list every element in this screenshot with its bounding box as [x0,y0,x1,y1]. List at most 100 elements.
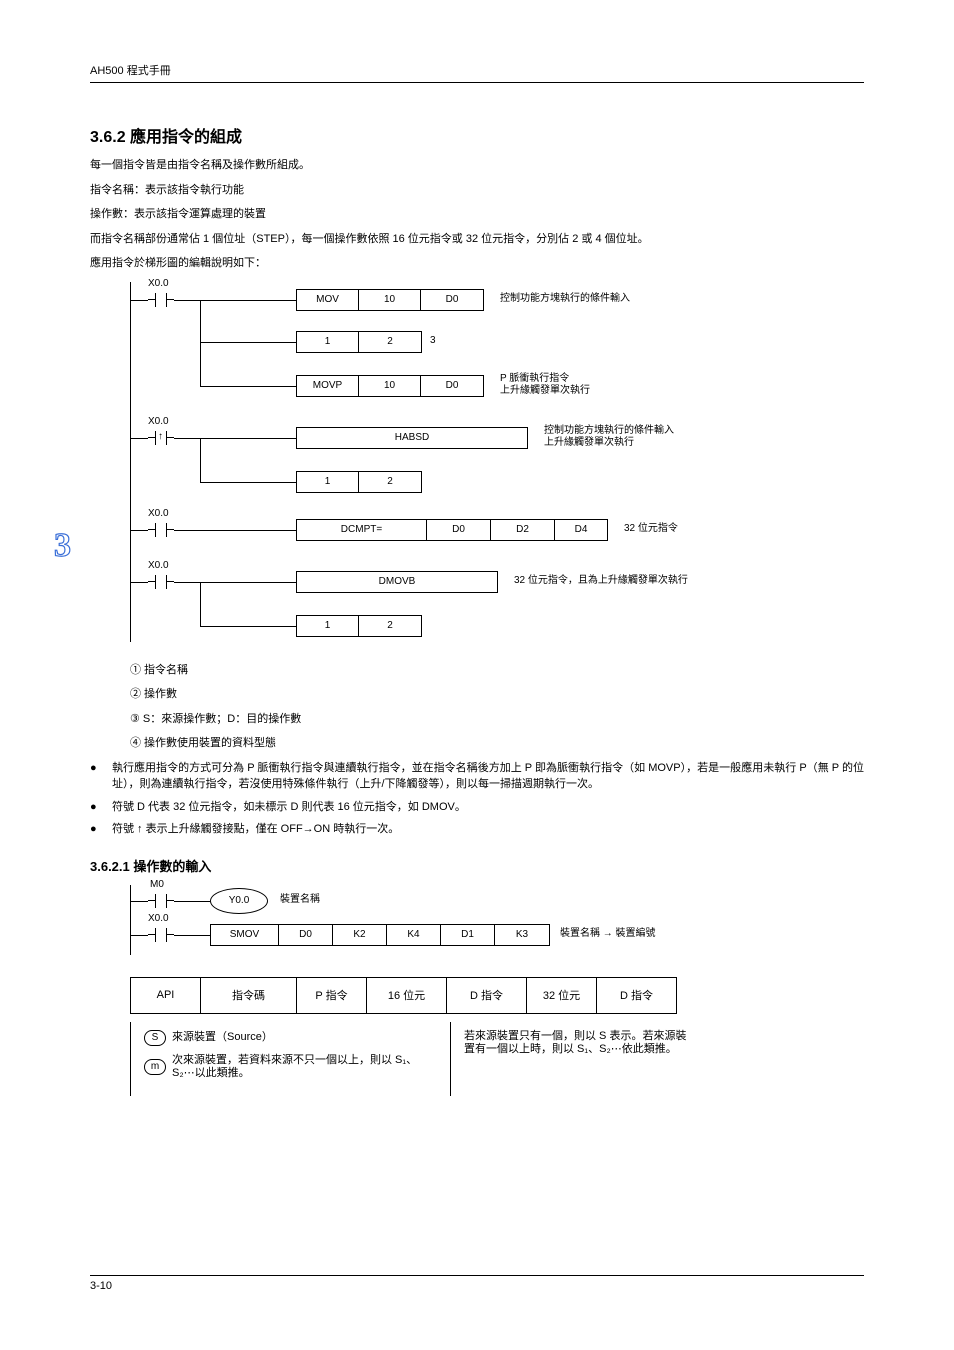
bullet: ● [90,821,112,838]
cell: P 指令 [297,977,367,1013]
chapter-badge-icon: 3 [48,524,78,564]
ladder-intro: 應用指令於梯形圖的編輯說明如下： [90,255,864,272]
cell: D 指令 [447,977,527,1013]
header-row: AH500 程式手冊 [90,62,864,82]
contact-label-3: X0.0 [148,509,169,519]
contact-m0 [148,893,174,909]
cell: D0 [421,290,483,310]
ladder-diagram-1: X0.0 MOV 10 D0 控制功能方塊執行的條件輸入 1 2 3 MOVP … [130,282,864,652]
legend-4: ④ 操作數使用裝置的資料型態 [130,735,864,752]
note-1: ● 執行應用指令的方式可分為 P 脈衝執行指令與連續執行指令，並在指令名稱後方加… [90,760,864,793]
intro-para: 每一個指令皆是由指令名稱及操作數所組成。 [90,157,864,174]
cell: 32 位元 [527,977,597,1013]
sub-line: S 來源裝置（Source） [144,1030,436,1046]
r1b1-label: 控制功能方塊執行的條件輸入 [500,294,630,304]
cell: D0 [421,376,483,396]
bullet: ● [90,799,112,816]
r3b1-label: 32 位元指令 [624,524,678,534]
pill-m: m [144,1059,166,1075]
box-smov: SMOV D0 K2 K4 D1 K3 [210,924,550,946]
box-r2-1: HABSD [296,427,528,449]
note-text: 符號 ↑ 表示上升緣觸發接點，僅在 OFF→ON 時執行一次。 [112,821,864,838]
sub-text-2: 若來源裝置只有一個，則以 S 表示。若來源裝置有一個以上時，則以 S₁、S₂⋯依… [464,1030,696,1056]
header-rule [90,82,864,83]
header-left: AH500 程式手冊 [90,62,171,78]
section-title-1: 3.6.2 應用指令的組成 [90,123,864,147]
contact-x00-1 [148,292,174,308]
r1b3-label: P 脈衝執行指令 [500,374,569,384]
cell: 16 位元 [367,977,447,1013]
box-r1-3: MOVP 10 D0 [296,375,484,397]
cell: DMOVB [297,572,497,592]
cell: 1 [297,332,359,352]
pill-s: S [144,1030,166,1046]
operand-table: API 指令碼 P 指令 16 位元 D 指令 32 位元 D 指令 [130,977,677,1014]
contact-x00-2: ↑ [148,430,174,446]
cell: DCMPT= [297,520,427,540]
cell: 2 [359,472,421,492]
cell: K3 [495,925,549,945]
cell: HABSD [297,428,527,448]
bullet: ● [90,760,112,793]
section-title-2: 3.6.2.1 操作數的輸入 [90,856,864,875]
contact-x00-4 [148,574,174,590]
ladder-diagram-2: M0 Y0.0 裝置名稱 X0.0 SMOV D0 K2 K4 D1 K3 裝置… [130,885,864,965]
sub-text: 次來源裝置，若資料來源不只一個以上，則以 S₁、S₂⋯以此類推。 [172,1054,436,1080]
cell: MOVP [297,376,359,396]
cell: MOV [297,290,359,310]
r1b2-label: 3 [430,336,436,346]
sub-line: 若來源裝置只有一個，則以 S 表示。若來源裝置有一個以上時，則以 S₁、S₂⋯依… [464,1030,696,1056]
line-operand: 操作數：表示該指令運算處理的裝置 [90,206,864,223]
cell: 1 [297,616,359,636]
contact-x00b-label: X0.0 [148,914,169,924]
box-r3-1: DCMPT= D0 D2 D4 [296,519,608,541]
footer: 3-10 [90,1275,864,1292]
coil-y00: Y0.0 [210,888,268,914]
note-text: 符號 D 代表 32 位元指令，如未標示 D 則代表 16 位元指令，如 DMO… [112,799,864,816]
line-name: 指令名稱：表示該指令執行功能 [90,182,864,199]
r1b3-note: 上升緣觸發單次執行 [500,386,590,396]
contact-label-2: X0.0 [148,417,169,427]
contact-label-4: X0.0 [148,561,169,571]
cell: API [131,977,201,1013]
note-text: 執行應用指令的方式可分為 P 脈衝執行指令與連續執行指令，並在指令名稱後方加上 … [112,760,864,793]
table-row: API 指令碼 P 指令 16 位元 D 指令 32 位元 D 指令 [131,977,677,1013]
cell: D 指令 [597,977,677,1013]
sub-area: S 來源裝置（Source） m 次來源裝置，若資料來源不只一個以上，則以 S₁… [130,1022,864,1096]
para-after: 而指令名稱部份通常佔 1 個位址（STEP），每一個操作數依照 16 位元指令或… [90,231,864,248]
r2b1-note: 上升緣觸發單次執行 [544,438,634,448]
legend-1: ① 指令名稱 [130,662,864,679]
contact-x00-3 [148,522,174,538]
cell: 2 [359,332,421,352]
note-3: ● 符號 ↑ 表示上升緣觸發接點，僅在 OFF→ON 時執行一次。 [90,821,864,838]
contact-x00-b [148,927,174,943]
cell: D4 [555,520,607,540]
cell: D1 [441,925,495,945]
cell: K2 [333,925,387,945]
cell: SMOV [211,925,279,945]
cell: D0 [279,925,333,945]
page-number: 3-10 [90,1280,112,1292]
r2b1-label: 控制功能方塊執行的條件輸入 [544,426,674,436]
box-r2-2: 1 2 [296,471,422,493]
box-r4-1: DMOVB [296,571,498,593]
box-r4-2: 1 2 [296,615,422,637]
cell: 2 [359,616,421,636]
cell: 10 [359,290,421,310]
box-r1-2: 1 2 [296,331,422,353]
svg-text:3: 3 [54,527,71,564]
sub-text: 來源裝置（Source） [172,1031,273,1044]
cell: 1 [297,472,359,492]
cell: D0 [427,520,491,540]
legend-3: ③ S：來源操作數；D：目的操作數 [130,711,864,728]
note-2: ● 符號 D 代表 32 位元指令，如未標示 D 則代表 16 位元指令，如 D… [90,799,864,816]
sub-col-1: S 來源裝置（Source） m 次來源裝置，若資料來源不只一個以上，則以 S₁… [130,1022,450,1096]
page: AH500 程式手冊 3.6.2 應用指令的組成 每一個指令皆是由指令名稱及操作… [0,0,954,1350]
cell: D2 [491,520,555,540]
box-r1-1: MOV 10 D0 [296,289,484,311]
contact-label-1: X0.0 [148,279,169,289]
coil-note: 裝置名稱 [280,895,320,905]
sub-line: m 次來源裝置，若資料來源不只一個以上，則以 S₁、S₂⋯以此類推。 [144,1054,436,1080]
sub-col-2: 若來源裝置只有一個，則以 S 表示。若來源裝置有一個以上時，則以 S₁、S₂⋯依… [450,1022,710,1096]
contact-m0-label: M0 [150,880,164,890]
